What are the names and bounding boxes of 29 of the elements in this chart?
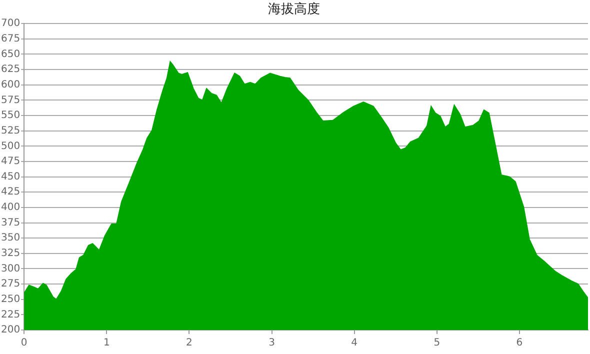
y-tick-label: 650: [0, 48, 20, 60]
y-tick-label: 475: [0, 156, 20, 168]
y-tick-label: 400: [0, 202, 20, 214]
x-tick-label: 4: [351, 338, 358, 349]
chart-title: 海拔高度: [268, 1, 320, 18]
y-tick-label: 450: [0, 171, 20, 182]
y-tick-label: 425: [0, 186, 20, 198]
y-tick-label: 250: [0, 294, 20, 305]
y-tick-label: 225: [0, 309, 20, 320]
y-tick-label: 700: [0, 18, 20, 30]
y-tick-label: 600: [0, 79, 20, 90]
y-tick-label: 575: [0, 94, 20, 106]
x-tick-label: 1: [103, 338, 110, 349]
y-tick-label: 300: [0, 263, 20, 274]
y-tick-label: 275: [0, 278, 20, 290]
y-tick-label: 525: [0, 125, 20, 136]
x-tick-label: 3: [268, 338, 275, 349]
y-tick-label: 500: [0, 140, 20, 152]
y-tick-label: 350: [0, 232, 20, 244]
y-tick-label: 625: [0, 64, 20, 76]
x-tick-label: 6: [516, 338, 523, 349]
x-tick-label: 5: [434, 338, 440, 349]
y-tick-label: 200: [0, 324, 20, 336]
x-tick-label: 2: [186, 338, 192, 349]
y-tick-label: 675: [0, 34, 20, 45]
y-tick-label: 325: [0, 248, 20, 259]
y-tick-label: 550: [0, 110, 20, 122]
y-tick-label: 375: [0, 217, 20, 228]
x-tick-label: 0: [20, 338, 28, 349]
